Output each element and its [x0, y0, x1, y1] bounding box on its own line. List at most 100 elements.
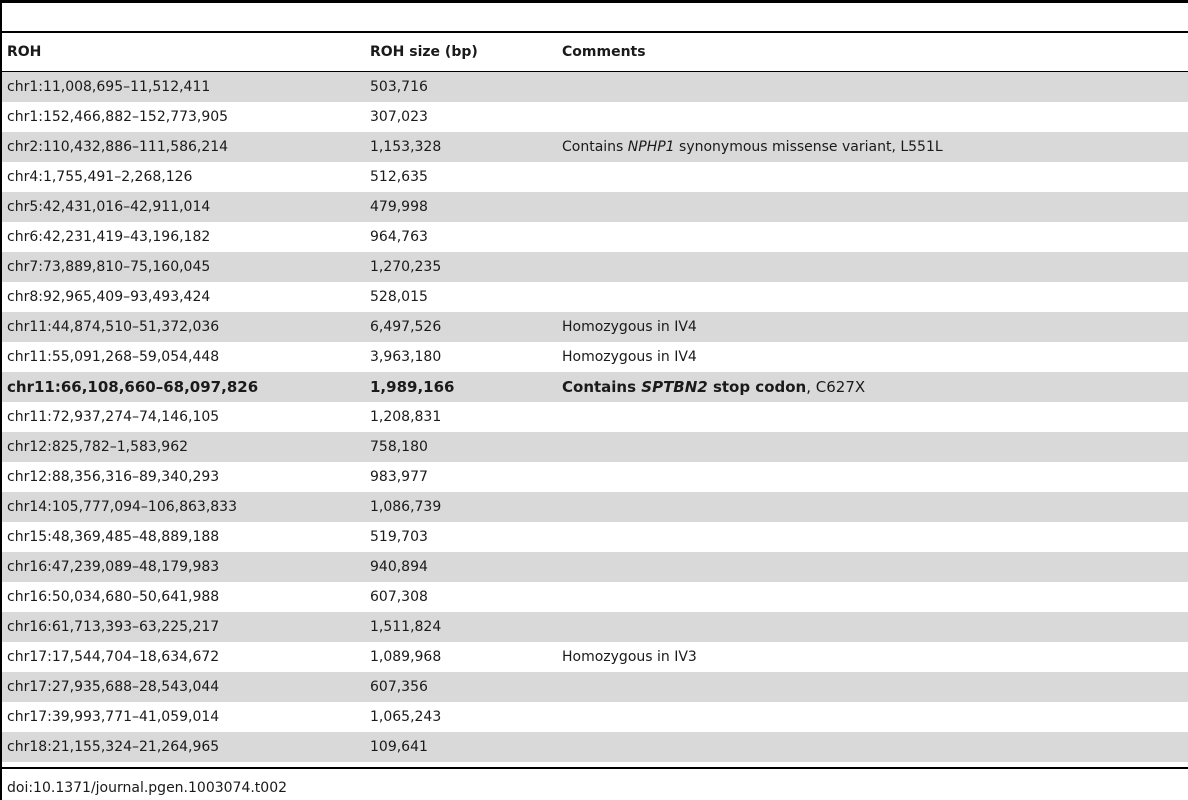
- comment-segment: synonymous missense variant, L551L: [674, 139, 943, 155]
- comments-cell: [557, 732, 1188, 762]
- table-row: chr17:39,993,771–41,059,014 1,065,243: [2, 702, 1188, 732]
- roh-cell: chr16:50,034,680–50,641,988: [2, 582, 365, 612]
- comments-cell: [557, 252, 1188, 282]
- roh-size-cell: 1,089,968: [365, 642, 557, 672]
- roh-size-cell: 479,998: [365, 192, 557, 222]
- roh-size-cell: 1,270,235: [365, 252, 557, 282]
- comment-segment: SPTBN2: [641, 378, 708, 396]
- table-row: chr11:72,937,274–74,146,105 1,208,831: [2, 402, 1188, 432]
- doi-label: doi:10.1371/journal.pgen.1003074.t002: [7, 780, 288, 796]
- roh-cell: chr6:42,231,419–43,196,182: [2, 222, 365, 252]
- comments-cell: [557, 552, 1188, 582]
- roh-cell: chr5:42,431,016–42,911,014: [2, 192, 365, 222]
- comments-cell: [557, 462, 1188, 492]
- comments-cell: [557, 222, 1188, 252]
- roh-size-cell: 1,065,243: [365, 702, 557, 732]
- roh-size-cell: 1,511,824: [365, 612, 557, 642]
- table-row: chr2:110,432,886–111,586,214 1,153,328 Con…: [2, 132, 1188, 162]
- roh-cell: chr17:27,935,688–28,543,044: [2, 672, 365, 702]
- comment-segment: Homozygous in IV4: [562, 319, 697, 335]
- roh-cell: chr11:66,108,660–68,097,826: [2, 372, 365, 402]
- roh-cell: chr16:47,239,089–48,179,983: [2, 552, 365, 582]
- table-row: chr11:55,091,268–59,054,448 3,963,180 Homo…: [2, 342, 1188, 372]
- roh-size-cell: 109,641: [365, 732, 557, 762]
- comment-segment: Contains: [562, 378, 642, 396]
- roh-cell: chr7:73,889,810–75,160,045: [2, 252, 365, 282]
- comments-cell: [557, 702, 1188, 732]
- comment-segment: , C627X: [806, 378, 866, 396]
- comments-cell: Contains SPTBN2 stop codon, C627X: [557, 372, 1188, 402]
- roh-size-cell: 940,894: [365, 552, 557, 582]
- comment-segment: Contains: [562, 139, 628, 155]
- comments-cell: [557, 282, 1188, 312]
- table-row: chr8:92,965,409–93,493,424 528,015: [2, 282, 1188, 312]
- roh-table: ROH ROH size (bp) Comments chr1:11,008,6…: [2, 33, 1188, 762]
- comments-cell: [557, 672, 1188, 702]
- comments-cell: [557, 192, 1188, 222]
- roh-size-cell: 307,023: [365, 102, 557, 132]
- table-row: chr16:47,239,089–48,179,983 940,894: [2, 552, 1188, 582]
- comments-cell: Homozygous in IV3: [557, 642, 1188, 672]
- roh-cell: chr8:92,965,409–93,493,424: [2, 282, 365, 312]
- comments-cell: Homozygous in IV4: [557, 342, 1188, 372]
- roh-size-cell: 607,356: [365, 672, 557, 702]
- comments-cell: [557, 402, 1188, 432]
- roh-cell: chr11:72,937,274–74,146,105: [2, 402, 365, 432]
- table-row: chr1:152,466,882–152,773,905 307,023: [2, 102, 1188, 132]
- roh-size-cell: 512,635: [365, 162, 557, 192]
- comment-segment: Homozygous in IV4: [562, 349, 697, 365]
- header-comments: Comments: [557, 33, 1188, 72]
- roh-size-cell: 1,989,166: [365, 372, 557, 402]
- comment-segment: Homozygous in IV3: [562, 649, 697, 665]
- roh-cell: chr15:48,369,485–48,889,188: [2, 522, 365, 552]
- roh-cell: chr17:17,544,704–18,634,672: [2, 642, 365, 672]
- roh-size-cell: 1,208,831: [365, 402, 557, 432]
- bottom-rule: [0, 767, 1188, 769]
- table-row: chr11:44,874,510–51,372,036 6,497,526 Homo…: [2, 312, 1188, 342]
- roh-cell: chr12:88,356,316–89,340,293: [2, 462, 365, 492]
- comments-cell: [557, 102, 1188, 132]
- table-body: chr1:11,008,695–11,512,411 503,716 chr1:15…: [2, 71, 1188, 762]
- comments-cell: [557, 162, 1188, 192]
- header-roh: ROH: [2, 33, 365, 72]
- header-roh-size: ROH size (bp): [365, 33, 557, 72]
- table-row: chr14:105,777,094–106,863,833 1,086,739: [2, 492, 1188, 522]
- table-row: chr1:11,008,695–11,512,411 503,716: [2, 71, 1188, 102]
- comment-segment: NPHP1: [627, 139, 675, 155]
- roh-size-cell: 1,153,328: [365, 132, 557, 162]
- roh-size-cell: 528,015: [365, 282, 557, 312]
- comments-cell: [557, 522, 1188, 552]
- table-row: chr16:61,713,393–63,225,217 1,511,824: [2, 612, 1188, 642]
- roh-size-cell: 1,086,739: [365, 492, 557, 522]
- roh-size-cell: 3,963,180: [365, 342, 557, 372]
- roh-cell: chr2:110,432,886–111,586,214: [2, 132, 365, 162]
- roh-size-cell: 6,497,526: [365, 312, 557, 342]
- comments-cell: [557, 582, 1188, 612]
- table-row: chr11:66,108,660–68,097,826 1,989,166 Cont…: [2, 372, 1188, 402]
- header-top-rule: [0, 31, 1188, 33]
- table-row: chr18:21,155,324–21,264,965 109,641: [2, 732, 1188, 762]
- table-row: chr16:50,034,680–50,641,988 607,308: [2, 582, 1188, 612]
- roh-size-cell: 964,763: [365, 222, 557, 252]
- roh-cell: chr11:55,091,268–59,054,448: [2, 342, 365, 372]
- table-row: chr7:73,889,810–75,160,045 1,270,235: [2, 252, 1188, 282]
- roh-size-cell: 607,308: [365, 582, 557, 612]
- comments-cell: [557, 432, 1188, 462]
- comments-cell: Contains NPHP1 synonymous missense varia…: [557, 132, 1188, 162]
- roh-cell: chr12:825,782–1,583,962: [2, 432, 365, 462]
- roh-cell: chr1:152,466,882–152,773,905: [2, 102, 365, 132]
- roh-size-cell: 519,703: [365, 522, 557, 552]
- roh-cell: chr1:11,008,695–11,512,411: [2, 71, 365, 102]
- comments-cell: Homozygous in IV4: [557, 312, 1188, 342]
- roh-size-cell: 983,977: [365, 462, 557, 492]
- comments-cell: [557, 612, 1188, 642]
- table-row: chr17:27,935,688–28,543,044 607,356: [2, 672, 1188, 702]
- table-row: chr15:48,369,485–48,889,188 519,703: [2, 522, 1188, 552]
- table-row: chr5:42,431,016–42,911,014 479,998: [2, 192, 1188, 222]
- table-row: chr17:17,544,704–18,634,672 1,089,968 Homo…: [2, 642, 1188, 672]
- table-row: chr6:42,231,419–43,196,182 964,763: [2, 222, 1188, 252]
- roh-cell: chr11:44,874,510–51,372,036: [2, 312, 365, 342]
- table-row: chr12:88,356,316–89,340,293 983,977: [2, 462, 1188, 492]
- comments-cell: [557, 71, 1188, 102]
